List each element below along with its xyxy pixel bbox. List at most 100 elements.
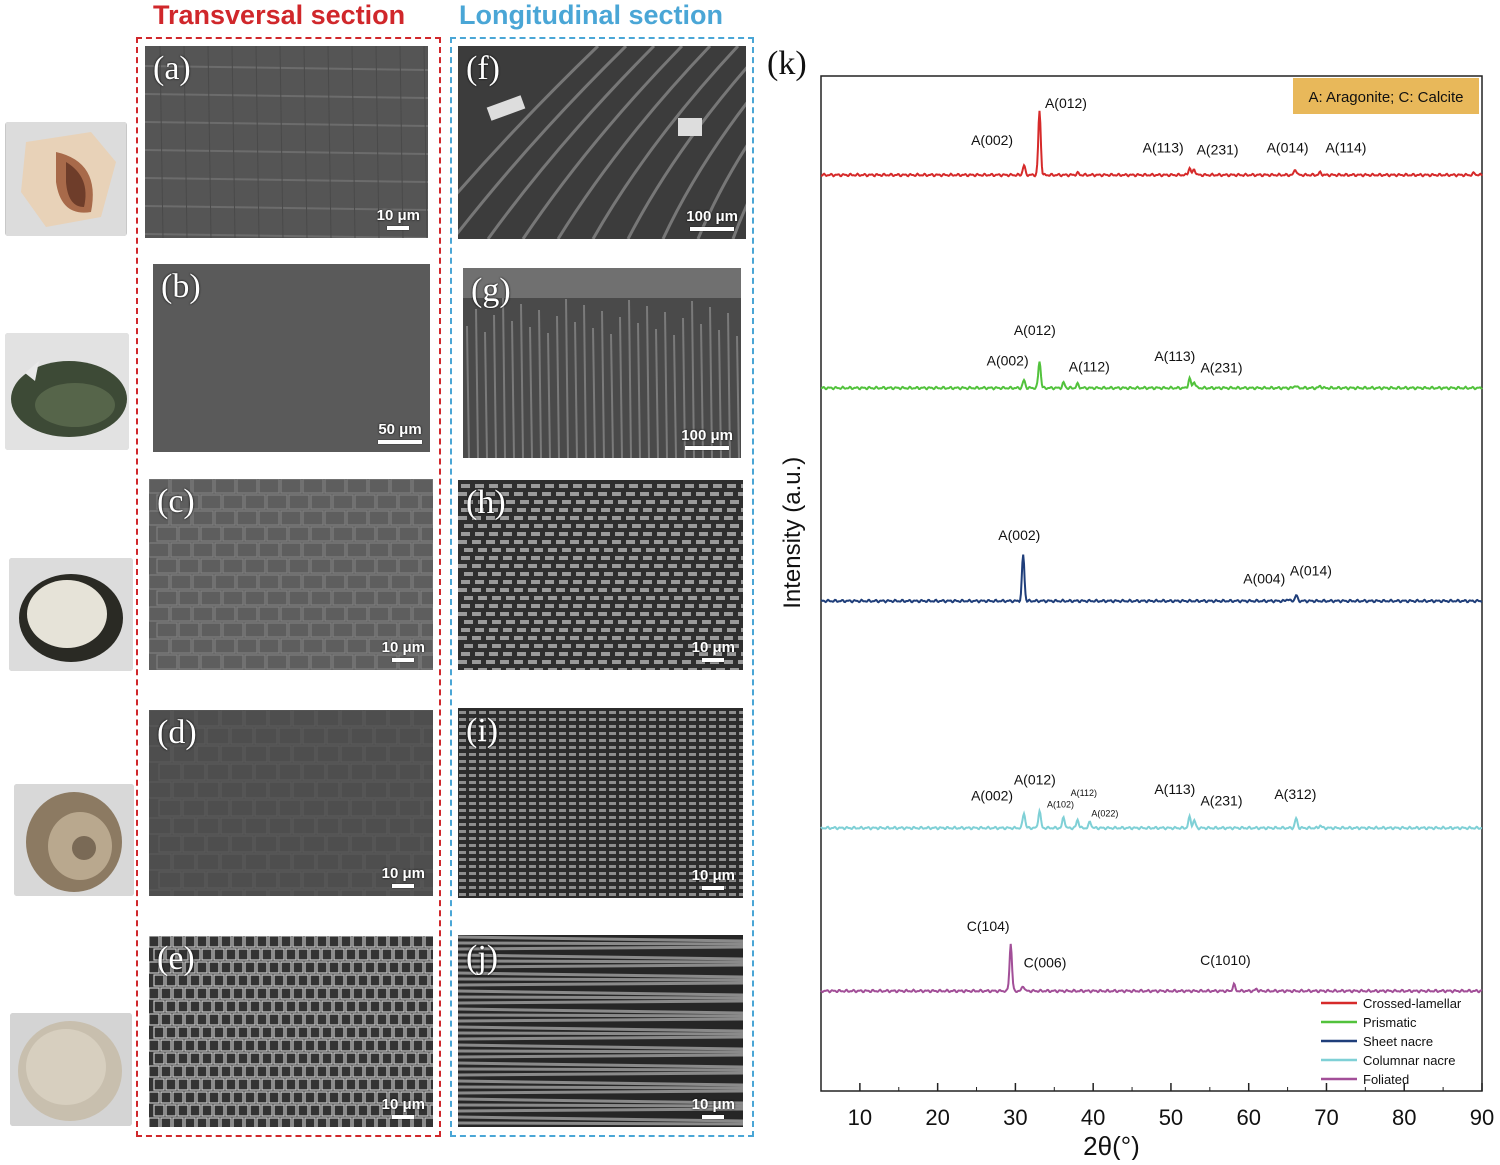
peak-annotation: A(022): [1091, 808, 1118, 818]
x-tick-label: 60: [1236, 1105, 1260, 1130]
scale-bar-line: [702, 658, 725, 662]
transversal-dashed-frame: [136, 37, 441, 1137]
scale-bar-line: [392, 658, 415, 662]
xrd-series-line-3: [820, 807, 1483, 831]
scale-bar: 10 μm: [692, 639, 735, 662]
peak-annotation: A(114): [1325, 140, 1366, 156]
sem-texture: [458, 935, 743, 1127]
scale-bar-line: [702, 886, 725, 890]
scale-bar: 100 μm: [686, 208, 738, 231]
peak-annotation: C(104): [967, 918, 1010, 934]
legend-entry: Crossed-lamellar: [1363, 996, 1462, 1011]
x-tick-label: 40: [1081, 1105, 1105, 1130]
longitudinal-dashed-frame: [450, 37, 754, 1137]
xrd-series-line-1: [820, 361, 1483, 391]
scale-bar-line: [702, 1115, 725, 1119]
sem-panel-label: (a): [153, 50, 191, 87]
sem-micrograph-c: (c) 10 μm: [149, 479, 433, 670]
x-tick-label: 70: [1314, 1105, 1338, 1130]
scale-bar-label: 10 μm: [376, 207, 420, 224]
scale-bar-label: 100 μm: [681, 427, 733, 444]
shell-photo-scallop: [10, 1013, 132, 1126]
sem-micrograph-d: (d) 10 μm: [149, 710, 433, 896]
legend-entry: Columnar nacre: [1363, 1053, 1456, 1068]
scale-bar-line: [685, 446, 730, 450]
peak-annotation: A(002): [987, 353, 1029, 369]
scale-bar-line: [392, 884, 415, 888]
x-tick-label: 20: [925, 1105, 949, 1130]
peak-annotation: A(012): [1045, 95, 1087, 111]
shell-photo-oyster: [9, 558, 133, 671]
peak-annotation: A(113): [1154, 781, 1195, 797]
sem-texture: [463, 268, 741, 458]
scale-bar-label: 10 μm: [691, 867, 735, 884]
scale-bar-label: 10 μm: [381, 1096, 425, 1113]
peak-annotation: A(113): [1154, 348, 1195, 364]
scale-bar-line: [378, 440, 422, 444]
plot-frame: [820, 75, 1483, 1092]
peak-annotation: A(231): [1200, 793, 1242, 809]
sem-texture: [458, 480, 743, 670]
legend-entry: Sheet nacre: [1363, 1034, 1433, 1049]
shell-photo-mussel: [5, 333, 129, 450]
x-tick-label: 50: [1159, 1105, 1183, 1130]
xrd-series-line-0: [820, 110, 1483, 178]
scale-bar: 10 μm: [692, 867, 735, 890]
phase-note-box: [1293, 78, 1479, 114]
scale-bar-line: [387, 226, 410, 230]
sem-micrograph-a: (a) 10 μm: [145, 46, 428, 238]
sem-panel-label: (j): [466, 939, 499, 976]
scale-bar-label: 10 μm: [691, 1096, 735, 1113]
scale-bar: 10 μm: [382, 639, 425, 662]
sem-texture: [149, 936, 433, 1127]
peak-annotation: A(102): [1047, 800, 1074, 810]
sem-panel-label: (c): [157, 483, 195, 520]
scale-bar: 10 μm: [382, 865, 425, 888]
sem-micrograph-b: (b) 50 μm: [153, 264, 430, 452]
peak-annotation: A(231): [1200, 360, 1242, 376]
scale-bar-label: 10 μm: [381, 639, 425, 656]
peak-annotation: A(231): [1197, 142, 1239, 158]
sem-texture: [149, 479, 433, 670]
sem-micrograph-e: (e) 10 μm: [149, 936, 433, 1127]
sem-micrograph-j: (j) 10 μm: [458, 935, 743, 1127]
peak-annotation: A(014): [1290, 562, 1332, 578]
sem-micrograph-i: (i) 10 μm: [458, 708, 743, 898]
sem-texture: [458, 46, 746, 239]
legend-entry: Foliated: [1363, 1072, 1409, 1087]
xrd-series-line-2: [820, 554, 1483, 604]
scale-bar-label: 10 μm: [691, 639, 735, 656]
peak-annotation: A(012): [1014, 771, 1056, 787]
scale-bar: 10 μm: [382, 1096, 425, 1119]
scale-bar-label: 50 μm: [378, 421, 422, 438]
scale-bar-line: [392, 1115, 415, 1119]
peak-annotation: C(1010): [1200, 952, 1251, 968]
sem-micrograph-h: (h) 10 μm: [458, 480, 743, 670]
x-axis-label: 2θ(°): [1083, 1131, 1140, 1160]
peak-annotation: A(112): [1071, 788, 1097, 798]
phase-note: A: Aragonite; C: Calcite: [1308, 89, 1463, 106]
peak-annotation: A(014): [1267, 140, 1309, 156]
scale-bar-line: [690, 227, 735, 231]
longitudinal-section-title: Longitudinal section: [459, 0, 723, 30]
peak-annotation: C(006): [1024, 954, 1067, 970]
sem-texture: [458, 708, 743, 898]
xrd-series-line-4: [820, 943, 1483, 994]
sem-texture: [145, 46, 428, 238]
sem-panel-label: (i): [466, 712, 499, 749]
scale-bar-label: 10 μm: [381, 865, 425, 882]
sem-panel-label: (f): [466, 50, 500, 87]
peak-annotation: A(312): [1274, 786, 1316, 802]
sem-micrograph-f: (f) 100 μm: [458, 46, 746, 239]
sem-texture: [149, 710, 433, 896]
peak-annotation: A(002): [998, 527, 1040, 543]
sem-micrograph-g: (g) 100 μm: [463, 268, 741, 458]
x-tick-label: 30: [1003, 1105, 1027, 1130]
shell-photo-conch: [5, 122, 127, 236]
scale-bar: 50 μm: [378, 421, 422, 444]
sem-panel-label: (b): [161, 268, 201, 305]
peak-annotation: A(012): [1014, 322, 1056, 338]
sem-panel-label: (d): [157, 714, 197, 751]
legend-entry: Prismatic: [1363, 1015, 1417, 1030]
sem-panel-label: (e): [157, 940, 195, 977]
